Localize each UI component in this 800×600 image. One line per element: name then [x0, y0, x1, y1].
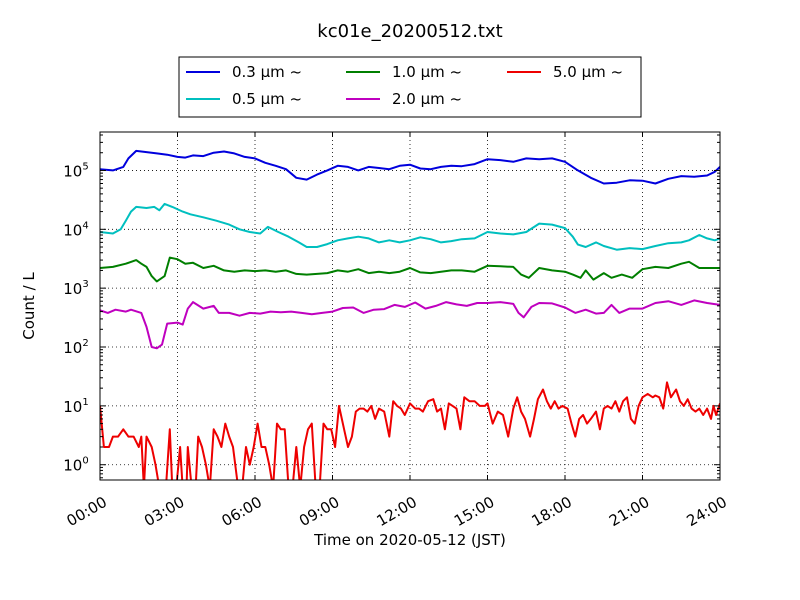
legend-label: 0.5 μm ~ — [232, 90, 302, 108]
y-axis-label: Count / L — [20, 272, 38, 340]
legend-label: 2.0 μm ~ — [392, 90, 462, 108]
plot-frame — [99, 131, 721, 481]
series-line-3 — [100, 256, 720, 283]
plot-lines — [100, 149, 720, 480]
legend: 0.3 μm ~ 0.5 μm ~ 1.0 μm ~ 2.0 μm ~ 5.0 μm ~ — [178, 56, 642, 118]
legend-label: 0.3 μm ~ — [232, 63, 302, 81]
legend-label: 5.0 μm ~ — [553, 63, 623, 81]
series-line-1 — [100, 149, 720, 185]
legend-label: 1.0 μm ~ — [392, 63, 462, 81]
series-line-5 — [100, 381, 720, 480]
chart-title: kc01e_20200512.txt — [317, 21, 502, 42]
series-line-2 — [100, 202, 720, 251]
series-line-4 — [100, 299, 720, 350]
x-axis-label: Time on 2020-05-12 (JST) — [313, 531, 506, 549]
legend-frame — [178, 56, 642, 118]
